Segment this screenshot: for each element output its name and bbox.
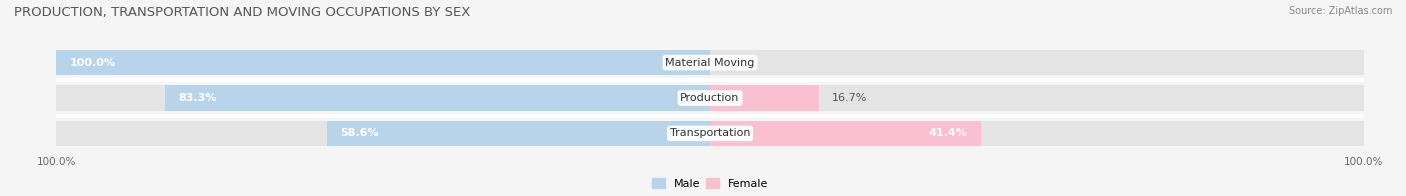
Text: 0.0%: 0.0% — [723, 58, 751, 68]
Text: Production: Production — [681, 93, 740, 103]
Bar — [56, 50, 1364, 75]
Text: 83.3%: 83.3% — [179, 93, 217, 103]
Text: 41.4%: 41.4% — [929, 128, 967, 138]
Bar — [166, 85, 710, 111]
Bar — [56, 121, 1364, 146]
Bar — [56, 85, 1364, 111]
Text: 16.7%: 16.7% — [832, 93, 868, 103]
Bar — [328, 121, 710, 146]
Bar — [710, 121, 981, 146]
Bar — [710, 85, 820, 111]
Text: Transportation: Transportation — [669, 128, 751, 138]
Text: Material Moving: Material Moving — [665, 58, 755, 68]
Text: Source: ZipAtlas.com: Source: ZipAtlas.com — [1288, 6, 1392, 16]
Bar — [56, 50, 710, 75]
Text: 58.6%: 58.6% — [340, 128, 378, 138]
Text: 100.0%: 100.0% — [69, 58, 115, 68]
Legend: Male, Female: Male, Female — [651, 178, 769, 189]
Text: PRODUCTION, TRANSPORTATION AND MOVING OCCUPATIONS BY SEX: PRODUCTION, TRANSPORTATION AND MOVING OC… — [14, 6, 471, 19]
